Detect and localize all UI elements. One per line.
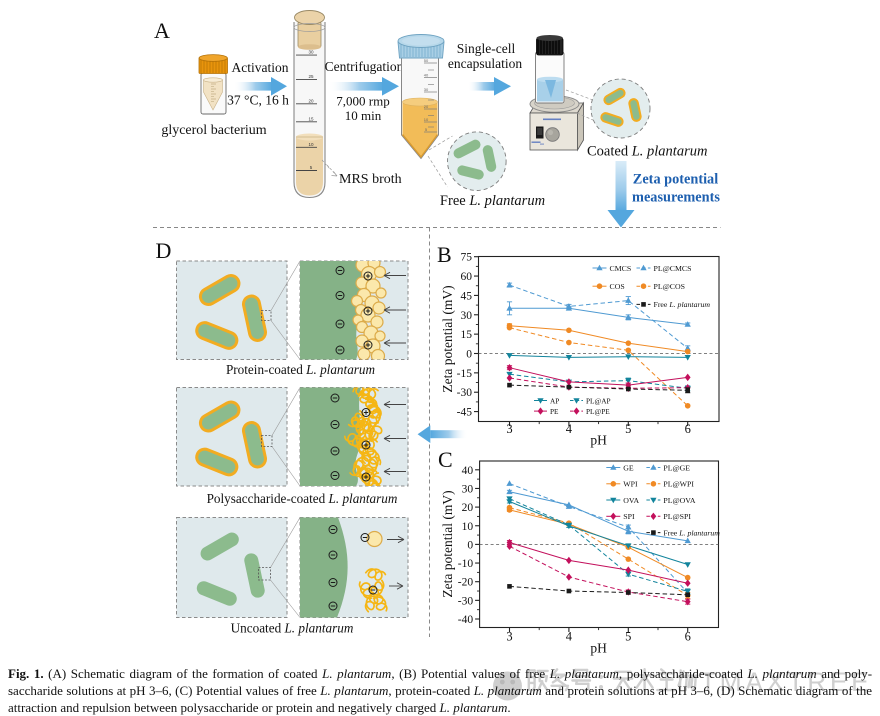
svg-text:pH: pH xyxy=(590,433,607,448)
svg-text:-30: -30 xyxy=(458,595,474,607)
svg-text:25: 25 xyxy=(308,74,314,79)
svg-text:15: 15 xyxy=(308,116,314,121)
svg-text:45: 45 xyxy=(461,290,473,302)
svg-text:20: 20 xyxy=(462,502,474,514)
svg-text:PL@COS: PL@COS xyxy=(654,282,685,291)
svg-text:D: D xyxy=(156,238,172,263)
svg-text:A: A xyxy=(154,18,170,43)
svg-text:60: 60 xyxy=(461,271,473,283)
svg-text:Activation: Activation xyxy=(232,60,289,75)
svg-text:3: 3 xyxy=(506,630,512,644)
svg-text:10: 10 xyxy=(424,117,429,122)
svg-text:4: 4 xyxy=(566,422,573,436)
svg-text:MRS broth: MRS broth xyxy=(339,172,402,187)
svg-text:PL@AP: PL@AP xyxy=(586,396,611,405)
svg-text:30: 30 xyxy=(424,87,429,92)
svg-text:Protein-coated L. plantarum: Protein-coated L. plantarum xyxy=(226,362,375,377)
svg-text:75: 75 xyxy=(461,252,473,264)
svg-text:AP: AP xyxy=(550,396,559,405)
svg-text:-20: -20 xyxy=(458,577,474,589)
svg-text:encapsulation: encapsulation xyxy=(448,56,522,71)
svg-text:WPI: WPI xyxy=(623,480,638,489)
svg-text:0: 0 xyxy=(466,349,472,361)
svg-text:10: 10 xyxy=(462,521,474,533)
svg-text:30: 30 xyxy=(462,483,474,495)
svg-text:5: 5 xyxy=(625,630,631,644)
svg-text:TMAXTREE: TMAXTREE xyxy=(700,667,872,697)
svg-text:Zeta potential (mV): Zeta potential (mV) xyxy=(440,285,455,392)
svg-text:Polysaccharide-coated L. plant: Polysaccharide-coated L. plantarum xyxy=(207,491,398,506)
svg-text:PL@PE: PL@PE xyxy=(586,407,610,416)
svg-text:5: 5 xyxy=(625,422,631,436)
svg-text:PE: PE xyxy=(550,407,559,416)
svg-text:10 min: 10 min xyxy=(345,108,382,123)
svg-text:glycerol bacterium: glycerol bacterium xyxy=(161,123,266,138)
svg-text:Single-cell: Single-cell xyxy=(457,41,516,56)
svg-text:pH: pH xyxy=(590,641,607,656)
svg-text:Zeta potential: Zeta potential xyxy=(633,172,718,188)
svg-text:B: B xyxy=(437,242,452,267)
svg-text:-40: -40 xyxy=(458,614,474,626)
svg-text:PL@WPI: PL@WPI xyxy=(663,480,694,489)
svg-text:-15: -15 xyxy=(457,368,473,380)
svg-text:37 °C, 16 h: 37 °C, 16 h xyxy=(227,93,289,108)
svg-text:Uncoated L. plantarum: Uncoated L. plantarum xyxy=(231,621,354,636)
svg-text:15: 15 xyxy=(461,329,473,341)
svg-text:0: 0 xyxy=(467,539,473,551)
svg-text:4: 4 xyxy=(566,630,573,644)
svg-text:SPI: SPI xyxy=(623,512,635,521)
svg-text:5: 5 xyxy=(425,127,428,132)
svg-text:PL@GE: PL@GE xyxy=(663,463,690,472)
svg-text:PL@OVA: PL@OVA xyxy=(663,496,696,505)
svg-text:Free L. plantarum: Free L. plantarum xyxy=(654,300,711,309)
svg-text:GE: GE xyxy=(623,463,634,472)
svg-text:6: 6 xyxy=(685,630,691,644)
svg-text:-30: -30 xyxy=(457,387,473,399)
svg-text:-10: -10 xyxy=(458,558,474,570)
svg-text:3: 3 xyxy=(506,422,512,436)
svg-text:20: 20 xyxy=(424,104,429,109)
svg-text:Free L. plantarum: Free L. plantarum xyxy=(440,193,545,209)
svg-text:7,000 rmp: 7,000 rmp xyxy=(336,94,389,109)
svg-text:6: 6 xyxy=(685,422,691,436)
svg-text:-45: -45 xyxy=(457,407,473,419)
svg-text:40: 40 xyxy=(424,72,429,77)
svg-text:Coated L. plantarum: Coated L. plantarum xyxy=(587,144,707,160)
svg-text:5: 5 xyxy=(310,165,313,170)
svg-text:20: 20 xyxy=(308,98,314,103)
svg-text:OVA: OVA xyxy=(623,496,639,505)
svg-text:30: 30 xyxy=(308,50,314,55)
svg-text:40: 40 xyxy=(462,465,474,477)
svg-text:Free L. plantarum: Free L. plantarum xyxy=(663,528,720,537)
svg-text:CMCS: CMCS xyxy=(610,264,632,273)
svg-text:10: 10 xyxy=(308,142,314,147)
svg-text:PL@CMCS: PL@CMCS xyxy=(654,264,692,273)
svg-text:PL@SPI: PL@SPI xyxy=(663,512,691,521)
svg-text:30: 30 xyxy=(461,310,473,322)
svg-text:Centrifugation: Centrifugation xyxy=(325,59,404,74)
svg-text:COS: COS xyxy=(610,282,625,291)
svg-text:Zeta potential (mV): Zeta potential (mV) xyxy=(440,490,455,597)
svg-text:C: C xyxy=(438,447,453,472)
svg-text:50: 50 xyxy=(424,58,429,63)
svg-text:measurements: measurements xyxy=(632,190,720,206)
